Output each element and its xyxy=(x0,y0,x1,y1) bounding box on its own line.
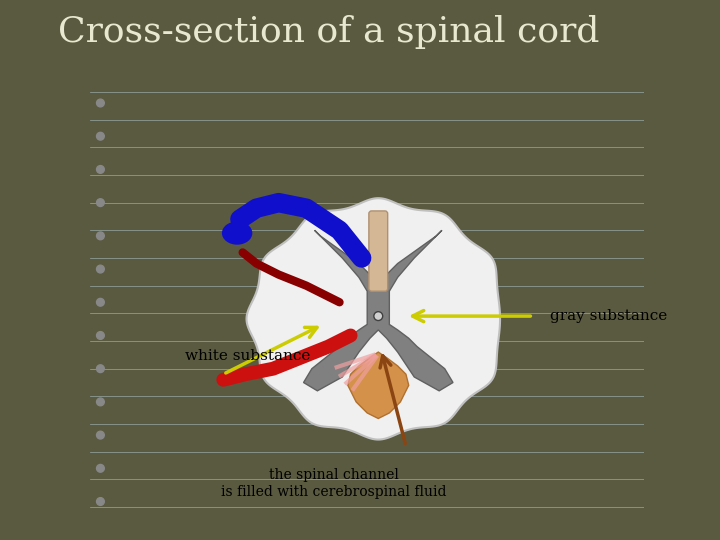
Text: gray substance: gray substance xyxy=(550,309,667,323)
Circle shape xyxy=(96,332,104,339)
Polygon shape xyxy=(246,198,500,440)
FancyBboxPatch shape xyxy=(369,211,387,291)
Circle shape xyxy=(374,312,383,321)
Polygon shape xyxy=(304,230,453,391)
Circle shape xyxy=(96,132,104,140)
Circle shape xyxy=(96,199,104,206)
Circle shape xyxy=(96,464,104,472)
Circle shape xyxy=(96,232,104,240)
Text: Cross-section of a spinal cord: Cross-section of a spinal cord xyxy=(58,15,599,49)
Polygon shape xyxy=(348,352,409,419)
Circle shape xyxy=(96,99,104,107)
Circle shape xyxy=(96,431,104,439)
Circle shape xyxy=(96,265,104,273)
Circle shape xyxy=(96,166,104,173)
Ellipse shape xyxy=(222,221,252,245)
Circle shape xyxy=(96,365,104,373)
Circle shape xyxy=(96,398,104,406)
Circle shape xyxy=(96,498,104,505)
Text: the spinal channel
is filled with cerebrospinal fluid: the spinal channel is filled with cerebr… xyxy=(221,468,446,498)
Text: white substance: white substance xyxy=(184,349,310,363)
Circle shape xyxy=(96,299,104,306)
